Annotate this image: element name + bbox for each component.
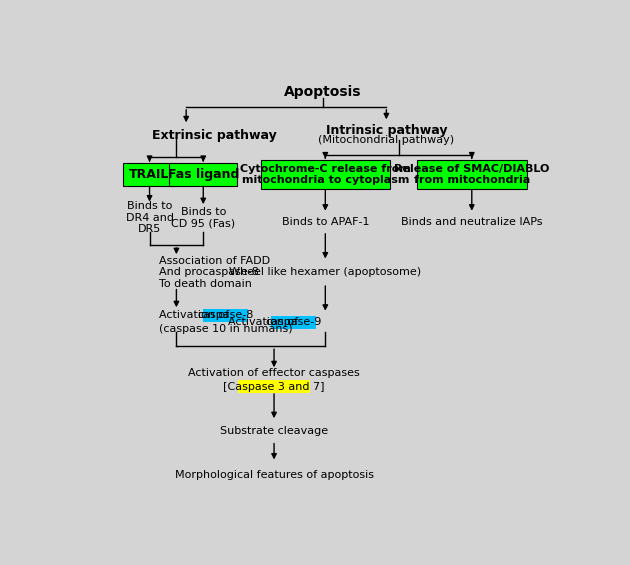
Text: (Mitochondrial pathway): (Mitochondrial pathway) xyxy=(318,134,454,145)
Text: Binds to APAF-1: Binds to APAF-1 xyxy=(282,218,369,227)
FancyBboxPatch shape xyxy=(261,159,390,189)
FancyBboxPatch shape xyxy=(203,309,248,322)
Text: caspase-8: caspase-8 xyxy=(198,310,254,320)
Text: Wheel like hexamer (apoptosome): Wheel like hexamer (apoptosome) xyxy=(229,267,421,277)
Text: Binds to
CD 95 (Fas): Binds to CD 95 (Fas) xyxy=(171,207,236,229)
Text: (caspase 10 in humans): (caspase 10 in humans) xyxy=(159,324,293,334)
Text: Binds to
DR4 and
DR5: Binds to DR4 and DR5 xyxy=(125,201,173,234)
Text: Activation of: Activation of xyxy=(227,318,301,327)
Text: Binds and neutralize IAPs: Binds and neutralize IAPs xyxy=(401,218,542,227)
Text: Cytochrome-C release from
mitochondria to cytoplasm: Cytochrome-C release from mitochondria t… xyxy=(240,164,411,185)
Text: Apoptosis: Apoptosis xyxy=(284,85,362,99)
Text: [Caspase 3 and 7]: [Caspase 3 and 7] xyxy=(223,382,325,392)
FancyBboxPatch shape xyxy=(123,163,176,186)
Text: Intrinsic pathway: Intrinsic pathway xyxy=(326,124,447,137)
Text: Association of FADD
And procaspase-8
To death domain: Association of FADD And procaspase-8 To … xyxy=(159,256,270,289)
Text: caspase-9: caspase-9 xyxy=(265,318,321,327)
Text: Activation of: Activation of xyxy=(159,310,233,320)
Text: Morphological features of apoptosis: Morphological features of apoptosis xyxy=(175,470,374,480)
FancyBboxPatch shape xyxy=(417,159,527,189)
Text: Fas ligand: Fas ligand xyxy=(168,168,239,181)
FancyBboxPatch shape xyxy=(238,380,311,393)
Text: Activation of effector caspases: Activation of effector caspases xyxy=(188,368,360,378)
Text: Extrinsic pathway: Extrinsic pathway xyxy=(152,129,277,142)
Text: Substrate cleavage: Substrate cleavage xyxy=(220,426,328,436)
Text: Release of SMAC/DIABLO
from mitochondria: Release of SMAC/DIABLO from mitochondria xyxy=(394,164,549,185)
FancyBboxPatch shape xyxy=(271,316,316,329)
Text: TRAIL: TRAIL xyxy=(129,168,169,181)
FancyBboxPatch shape xyxy=(169,163,238,186)
